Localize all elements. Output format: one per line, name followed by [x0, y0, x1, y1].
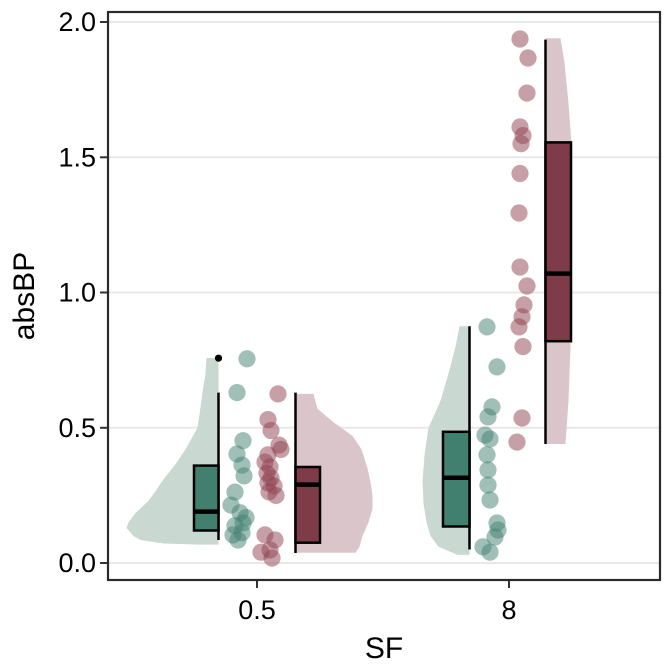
y-tick-label: 1.0 [58, 278, 96, 308]
data-point-teal-sf8 [481, 543, 499, 561]
data-point-red-sf8 [508, 433, 526, 451]
data-point-teal-sf8 [481, 491, 499, 509]
box-teal-sf0.5 [192, 464, 220, 532]
data-point-red-sf0.5 [262, 421, 280, 440]
y-tick-label: 1.5 [58, 142, 96, 172]
x-tick-label: 8 [501, 595, 516, 625]
outlier-point-teal-sf0.5 [214, 354, 223, 362]
data-point-teal-sf0.5 [228, 384, 246, 402]
x-axis-title: SF [365, 632, 403, 665]
data-point-teal-sf8 [488, 358, 506, 376]
data-layer [126, 30, 573, 567]
panel-border [106, 10, 662, 582]
data-point-teal-sf0.5 [229, 531, 247, 549]
data-point-teal-sf0.5 [238, 350, 256, 368]
x-tick-label: 0.5 [238, 595, 276, 625]
data-point-red-sf0.5 [263, 549, 281, 567]
data-point-teal-sf8 [481, 430, 499, 448]
data-point-red-sf0.5 [272, 440, 290, 458]
data-point-red-sf8 [511, 30, 529, 48]
y-tick-label: 0.5 [58, 413, 96, 443]
axes-layer: 0.0 0.5 1.0 1.5 2.0 0.5 8 [58, 7, 662, 625]
data-point-teal-sf8 [478, 446, 496, 464]
data-point-red-sf0.5 [267, 486, 285, 504]
y-tick-label: 2.0 [58, 7, 96, 37]
y-tick-label: 0.0 [58, 548, 96, 578]
data-point-teal-sf0.5 [234, 432, 252, 450]
data-point-teal-sf8 [486, 528, 504, 546]
data-point-teal-sf8 [479, 476, 497, 494]
data-point-red-sf8 [519, 49, 537, 67]
data-point-red-sf8 [513, 409, 531, 427]
data-point-red-sf8 [518, 84, 536, 102]
data-point-red-sf8 [510, 318, 528, 336]
y-axis-title: absBP [8, 252, 41, 340]
data-point-teal-sf8 [479, 408, 497, 426]
data-point-teal-sf8 [479, 461, 497, 479]
data-point-red-sf8 [512, 135, 530, 153]
box-red-sf8 [544, 141, 573, 343]
data-point-teal-sf8 [478, 318, 496, 336]
data-point-teal-sf0.5 [235, 467, 253, 485]
data-point-red-sf8 [511, 258, 529, 276]
data-point-red-sf8 [510, 204, 528, 222]
box-red-sf0.5 [294, 465, 322, 544]
data-point-red-sf8 [511, 164, 529, 183]
data-point-red-sf0.5 [269, 385, 287, 403]
data-point-teal-sf0.5 [226, 483, 244, 501]
data-point-red-sf8 [518, 277, 536, 295]
data-point-red-sf8 [514, 338, 532, 356]
